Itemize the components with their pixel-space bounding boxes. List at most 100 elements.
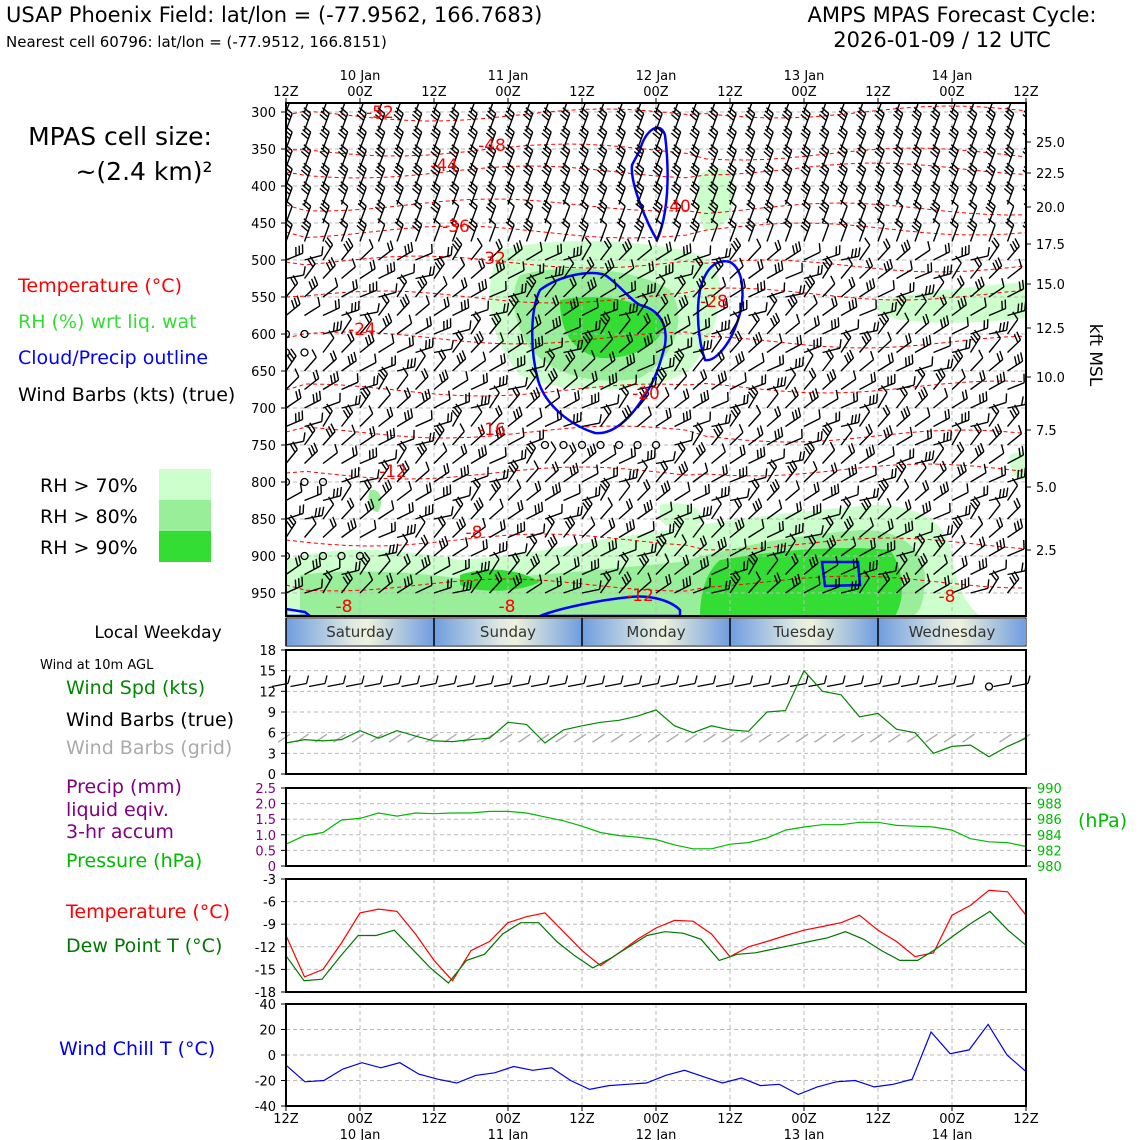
wind-barb-flag: [736, 497, 743, 506]
wind-barb-flag: [749, 554, 757, 563]
wind-barb-flag: [960, 534, 966, 544]
wind-barb-flag: [286, 111, 292, 118]
surface-barb-grid: [592, 733, 605, 743]
cell-size-line-1: MPAS cell size:: [28, 122, 212, 151]
wind-barb-flag: [354, 445, 358, 455]
wind-barb-flag: [377, 125, 386, 133]
wind-barb-flag: [336, 371, 340, 381]
wind-barb-staff: [747, 319, 760, 335]
wind-barb-flag: [751, 385, 759, 394]
wind-barb-flag: [407, 243, 411, 253]
wind-barb-flag: [457, 496, 464, 505]
wind-barb-flag: [643, 337, 648, 347]
wind-barb-flag: [1022, 187, 1026, 193]
wind-barb-flag: [542, 129, 551, 136]
wind-barb-staff: [932, 224, 941, 242]
wind-barb-flag: [362, 388, 369, 397]
wind-barb-staff: [451, 264, 466, 279]
wind-barb-flag: [467, 150, 476, 158]
wind-barb-flag: [598, 580, 602, 590]
wind-barb-flag: [791, 577, 796, 587]
weekday-bar: Saturday Sunday Monday Tuesday Wednesday: [285, 617, 1027, 647]
isotherm-label: -24: [348, 320, 376, 340]
wind-barb-flag: [867, 423, 873, 433]
wind-barb-flag: [562, 199, 571, 207]
wind-barb-flag: [855, 169, 864, 177]
wind-barb-flag: [796, 313, 801, 323]
wind-barb-flag: [739, 257, 744, 267]
top-date-label: 12 Jan: [636, 69, 677, 84]
wind-barb-flag: [537, 314, 542, 324]
top-date-label: 10 Jan: [340, 69, 381, 84]
surface-barb-true-flag: [860, 675, 865, 684]
wind-barb-flag: [875, 184, 884, 192]
wind-barb-flag: [377, 218, 386, 226]
wind-barb-staff: [526, 250, 543, 261]
wind-barb-flag: [373, 519, 377, 529]
wind-barb-flag: [739, 280, 743, 290]
wind-barb-flag: [670, 169, 679, 177]
surface-barb-true-flag: [620, 675, 624, 684]
wind-barb-flag: [648, 239, 653, 249]
wind-barb-flag: [709, 203, 717, 210]
wind-barb-flag: [935, 373, 942, 382]
wind-barb-flag: [968, 184, 976, 192]
wind-barb-staff: [359, 392, 371, 409]
wind-barb-flag: [1003, 132, 1012, 140]
wind-barb-flag: [598, 486, 601, 496]
wind-barb-flag: [450, 340, 454, 350]
surface-barb-true: [771, 682, 788, 688]
wind-barb-flag: [561, 129, 569, 136]
wind-barb-flag: [844, 329, 852, 338]
wind-barb-flag: [299, 482, 303, 492]
wind-barb-flag: [620, 554, 627, 563]
wind-barb-flag: [400, 274, 408, 283]
wind-barb-flag: [511, 555, 518, 564]
wind-barb-flag: [724, 580, 728, 590]
wind-barb-flag: [648, 262, 651, 272]
wind-barb-flag: [673, 199, 682, 207]
wind-barb-flag: [302, 147, 310, 155]
wind-barb-flag: [967, 96, 974, 102]
wind-barb-flag: [370, 332, 375, 342]
wind-barb-flag: [816, 481, 820, 491]
wind-barb-flag: [709, 505, 713, 515]
wind-barb-flag: [702, 507, 706, 517]
wind-barb-flag: [446, 463, 450, 473]
wind-barb-flag: [482, 517, 487, 527]
wind-barb-flag: [525, 446, 533, 455]
wind-barb-flag: [912, 184, 921, 192]
wind-barb-flag: [821, 181, 830, 189]
wind-barb-flag: [848, 515, 854, 525]
wind-barb-flag: [782, 354, 785, 364]
wind-barb-flag: [955, 255, 962, 264]
wind-barb-staff: [803, 375, 817, 390]
wind-barb-flag: [1020, 562, 1024, 572]
wind-barb-staff: [747, 578, 761, 594]
wind-barb-flag: [1011, 477, 1019, 486]
wind-barb-flag: [976, 256, 983, 265]
wind-barb-flag: [913, 181, 922, 189]
wind-barb-flag: [781, 187, 790, 195]
wind-barb-staff: [286, 440, 304, 446]
wind-barb-flag: [430, 132, 439, 140]
wind-barb-flag: [652, 521, 655, 531]
wind-barb-staff: [914, 301, 927, 316]
wind-barb-staff: [1025, 314, 1026, 316]
wind-barb-flag: [654, 125, 663, 133]
wind-barb-flag: [966, 224, 975, 232]
wind-barb-flag: [522, 169, 531, 177]
surface-barb-grid: [425, 733, 439, 743]
wind-barb-flag: [764, 203, 773, 210]
wind-barb-flag: [710, 93, 717, 99]
precip-label-1: Precip (mm): [66, 776, 182, 798]
wind-barb-staff: [803, 355, 814, 372]
wind-barb-flag: [969, 162, 978, 170]
wind-barb-flag: [525, 199, 534, 207]
wind-barb-flag: [505, 147, 514, 155]
wind-barb-flag: [481, 280, 485, 290]
wind-barb-flag: [573, 247, 576, 257]
wind-barb-staff: [341, 526, 357, 539]
wind-barb-flag: [833, 485, 837, 495]
